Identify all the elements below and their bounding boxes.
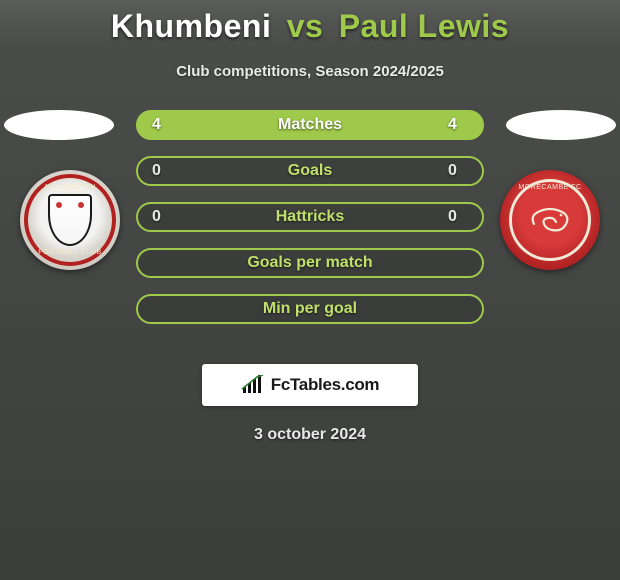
player1-name: Khumbeni (111, 8, 271, 44)
stat-label: Hattricks (276, 208, 344, 226)
comparison-card: Khumbeni vs Paul Lewis Club competitions… (0, 0, 620, 580)
bar-chart-icon (241, 375, 265, 395)
stat-left-value: 0 (152, 162, 172, 180)
stat-row-gpm: Goals per match (136, 248, 484, 278)
stat-left-value: 0 (152, 208, 172, 226)
crest-right-ring-text-top: MORECAMBE FC (512, 184, 588, 191)
stat-label: Matches (278, 116, 342, 134)
stat-label: Goals (288, 162, 332, 180)
stat-label: Min per goal (263, 300, 357, 318)
club-crest-right: MORECAMBE FC (500, 170, 600, 270)
brand-badge[interactable]: FcTables.com (202, 364, 418, 406)
stat-row-matches: 4 Matches 4 (136, 110, 484, 140)
stat-row-hattricks: 0 Hattricks 0 (136, 202, 484, 232)
stat-right-value: 0 (448, 162, 468, 180)
player2-stand-ellipse (506, 110, 616, 140)
vs-text: vs (281, 8, 330, 44)
stat-right-value: 4 (448, 116, 468, 134)
subtitle: Club competitions, Season 2024/2025 (0, 63, 620, 80)
stat-right-value: 0 (448, 208, 468, 226)
crest-left-ring-text-bottom: FOOTBALL CLUB (28, 249, 112, 256)
stat-bars: 4 Matches 4 0 Goals 0 0 Hattricks 0 Goal… (136, 110, 484, 340)
brand-text: FcTables.com (271, 375, 380, 395)
stat-left-value: 4 (152, 116, 172, 134)
date-label: 3 october 2024 (0, 426, 620, 444)
crest-right-ring: MORECAMBE FC (509, 179, 591, 261)
stat-row-goals: 0 Goals 0 (136, 156, 484, 186)
shrimp-icon (528, 204, 572, 236)
player1-stand-ellipse (4, 110, 114, 140)
page-title: Khumbeni vs Paul Lewis (0, 0, 620, 45)
player2-name: Paul Lewis (339, 8, 509, 44)
stat-label: Goals per match (247, 254, 372, 272)
club-crest-left: ACCRINGTON STANLEY FOOTBALL CLUB (20, 170, 120, 270)
stat-row-mpg: Min per goal (136, 294, 484, 324)
stats-arena: ACCRINGTON STANLEY FOOTBALL CLUB MORECAM… (0, 110, 620, 350)
